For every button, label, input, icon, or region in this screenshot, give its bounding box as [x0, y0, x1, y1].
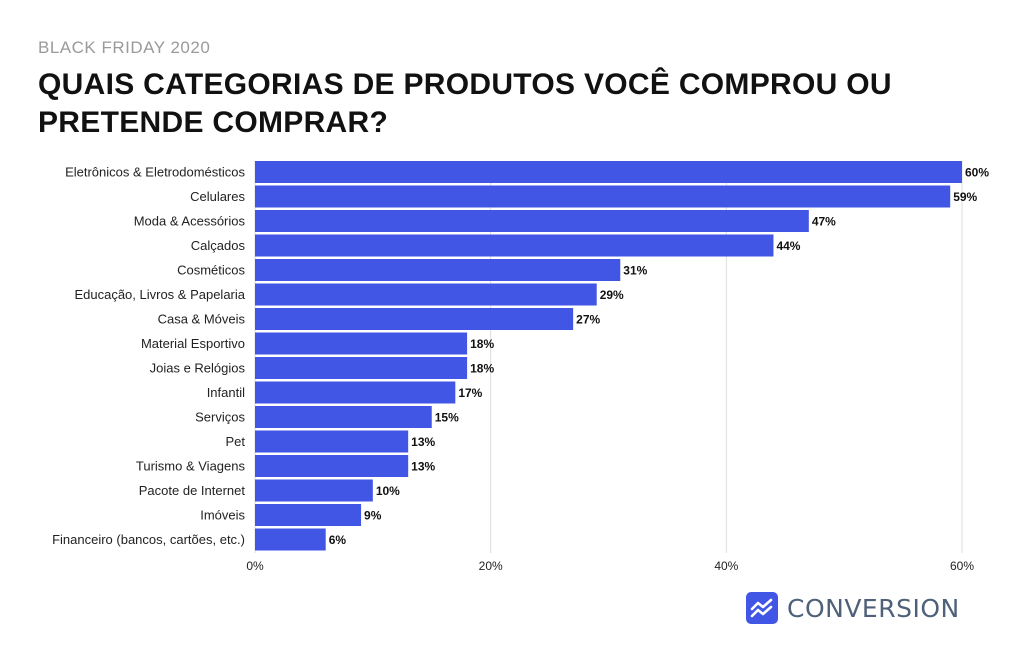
value-label: 44%	[776, 239, 800, 253]
category-label: Serviços	[195, 410, 245, 425]
value-label: 6%	[329, 533, 347, 547]
category-label: Turismo & Viagens	[136, 459, 246, 474]
bar	[255, 528, 326, 551]
category-label: Financeiro (bancos, cartões, etc.)	[52, 532, 245, 547]
chart-title: QUAIS CATEGORIAS DE PRODUTOS VOCÊ COMPRO…	[38, 68, 892, 139]
x-tick-label: 20%	[479, 559, 503, 573]
x-tick-label: 0%	[246, 559, 264, 573]
value-label: 17%	[458, 386, 482, 400]
category-label: Educação, Livros & Papelaria	[74, 287, 245, 302]
category-label: Infantil	[207, 385, 245, 400]
value-label: 9%	[364, 509, 382, 523]
value-label: 15%	[435, 411, 459, 425]
value-label: 10%	[376, 484, 400, 498]
value-label: 18%	[470, 362, 494, 376]
bar	[255, 332, 468, 355]
bar	[255, 357, 468, 379]
bar	[255, 259, 621, 281]
bar	[255, 504, 362, 526]
value-label: 18%	[470, 337, 494, 351]
category-label: Celulares	[190, 189, 245, 204]
bar	[255, 308, 574, 330]
bar	[255, 479, 373, 502]
logo-text: CONVERSION	[787, 593, 960, 623]
value-label: 29%	[600, 288, 624, 302]
value-label: 59%	[953, 190, 977, 204]
value-label: 60%	[965, 166, 989, 180]
bar	[255, 185, 951, 208]
bar	[255, 234, 774, 257]
category-label: Calçados	[191, 238, 246, 253]
trend-chart-icon	[746, 592, 778, 624]
value-label: 27%	[576, 313, 600, 327]
value-label: 31%	[623, 264, 647, 278]
category-label: Eletrônicos & Eletrodomésticos	[65, 165, 245, 180]
bar	[255, 161, 962, 183]
value-label: 13%	[411, 435, 435, 449]
category-label: Casa & Móveis	[158, 312, 246, 327]
value-label: 47%	[812, 215, 836, 229]
category-label: Pacote de Internet	[139, 483, 246, 498]
category-label: Moda & Acessórios	[134, 214, 246, 229]
conversion-logo: CONVERSION	[746, 592, 960, 624]
bar	[255, 381, 456, 404]
category-label: Joias e Relógios	[150, 361, 246, 376]
bar	[255, 210, 809, 232]
category-label: Cosméticos	[177, 263, 245, 278]
bar	[255, 406, 432, 428]
category-label: Imóveis	[200, 508, 245, 523]
x-tick-label: 60%	[950, 559, 974, 573]
value-label: 13%	[411, 460, 435, 474]
x-tick-label: 40%	[714, 559, 738, 573]
chart-subtitle: BLACK FRIDAY 2020	[38, 38, 211, 57]
bar	[255, 455, 409, 477]
category-label: Material Esportivo	[141, 336, 245, 351]
category-label: Pet	[225, 434, 245, 449]
bar	[255, 430, 409, 453]
bar	[255, 283, 597, 306]
